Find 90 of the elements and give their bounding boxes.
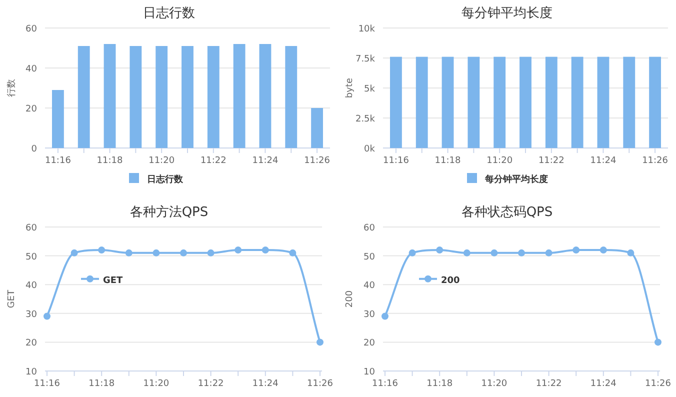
point (490, 249, 498, 256)
point (180, 249, 187, 256)
point (545, 249, 552, 256)
x-tick-label: 11:26 (642, 156, 668, 166)
x-tick-label: 11:20 (486, 156, 513, 166)
bar (259, 44, 272, 148)
chart-title: 每分钟平均长度 (462, 5, 552, 21)
x-tick-label: 11:16 (34, 379, 60, 389)
x-tick-label: 11:26 (645, 379, 672, 389)
point (262, 246, 269, 254)
x-tick-label: 11:22 (536, 379, 562, 389)
legend-label: 200 (441, 276, 460, 286)
bar (285, 46, 298, 148)
y-tick-label: 40 (364, 281, 376, 292)
bar (311, 108, 324, 148)
x-tick-label: 11:18 (434, 156, 462, 166)
y-tick-label: 60 (26, 24, 38, 34)
point (70, 249, 78, 256)
point (518, 249, 525, 256)
x-tick-label: 11:16 (382, 156, 410, 166)
point (152, 249, 160, 256)
x-tick-label: 11:16 (44, 156, 72, 166)
point (382, 312, 388, 320)
point (408, 249, 416, 256)
bar (207, 46, 220, 148)
y-tick-label: 30 (364, 310, 376, 320)
point (316, 338, 324, 346)
x-tick-label: 11:20 (481, 379, 508, 389)
y-tick-label: 10 (364, 368, 376, 378)
y-tick-label: 60 (364, 224, 376, 234)
point (627, 249, 634, 256)
x-tick-label: 11:18 (96, 156, 124, 166)
legend-label: 每分钟平均长度 (484, 174, 548, 185)
y-tick-label: 20 (26, 338, 38, 349)
legend-label: 日志行数 (147, 174, 184, 185)
chart-title: 日志行数 (143, 6, 195, 21)
x-tick-label: 11:18 (426, 379, 453, 389)
y-tick-label: 20 (364, 338, 376, 349)
x-tick-label: 11:18 (88, 379, 115, 389)
y-tick-label: 50 (26, 252, 38, 262)
legend-label: GET (103, 276, 124, 286)
chart-title: 各种状态码QPS (461, 205, 553, 220)
y-tick-label: 30 (26, 310, 38, 320)
x-tick-label: 11:22 (538, 156, 564, 166)
point (436, 246, 444, 254)
x-tick-label: 11:20 (148, 156, 175, 166)
y-tick-label: 2.5k (355, 114, 376, 124)
y-tick-label: 50 (364, 252, 376, 262)
x-tick-label: 11:24 (590, 156, 616, 166)
y-tick-label: 0 (31, 144, 38, 154)
y-tick-label: 40 (26, 64, 38, 74)
point (207, 249, 214, 256)
bar (156, 46, 168, 148)
chart-title: 各种方法QPS (130, 204, 208, 220)
y-tick-label: 0k (364, 144, 376, 154)
y-axis-title: 200 (345, 290, 355, 308)
point (44, 312, 50, 320)
point (125, 249, 132, 256)
point (98, 246, 106, 254)
x-tick-label: 11:24 (252, 156, 278, 166)
x-tick-label: 11:22 (198, 379, 224, 389)
point (234, 246, 242, 254)
bar (104, 44, 116, 148)
x-tick-label: 11:26 (304, 156, 330, 166)
y-axis-title: 行数 (6, 79, 17, 97)
y-tick-label: 10k (358, 24, 376, 34)
y-tick-label: 40 (26, 281, 38, 292)
point (600, 246, 607, 254)
x-tick-label: 11:16 (372, 379, 398, 389)
x-tick-label: 11:24 (252, 379, 279, 389)
bar (78, 46, 90, 148)
point (289, 249, 296, 256)
bar (130, 46, 142, 148)
x-tick-label: 11:24 (590, 379, 617, 389)
x-tick-label: 11:22 (200, 156, 226, 166)
bar (52, 90, 64, 148)
point (572, 246, 580, 254)
bar (233, 44, 246, 148)
y-tick-label: 10 (26, 368, 38, 378)
y-tick-label: 5k (364, 84, 376, 94)
x-tick-label: 11:26 (307, 379, 334, 389)
y-tick-label: 60 (26, 224, 38, 234)
y-axis-title: byte (345, 77, 355, 98)
y-tick-label: 20 (26, 104, 38, 114)
bar (182, 46, 194, 148)
y-axis-title: GET (7, 289, 17, 308)
y-tick-label: 7.5k (355, 54, 376, 64)
point (654, 338, 662, 346)
x-tick-label: 11:20 (143, 379, 170, 389)
point (463, 249, 470, 256)
